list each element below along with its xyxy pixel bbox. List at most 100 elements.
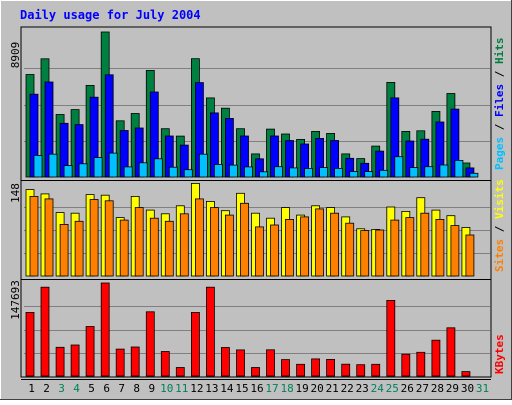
kbytes-bar-kbytes-day-23	[356, 364, 366, 377]
hits-bar-pages-day-24	[379, 169, 389, 178]
kbytes-panel-legend: KBytes	[493, 334, 506, 374]
visits-bar-sites-day-23	[360, 230, 370, 277]
visits-bar-sites-day-3	[59, 223, 69, 277]
kbytes-bar-kbytes-day-13	[205, 286, 215, 377]
visits-bar-sites-day-8	[134, 207, 144, 277]
visits-bar-sites-day-20	[315, 208, 325, 277]
kbytes-bar-kbytes-day-30	[461, 371, 471, 377]
x-tick-label-day-31: 31	[476, 382, 489, 395]
chart-title: Daily usage for July 2004	[20, 8, 201, 22]
visits-bar-sites-day-28	[435, 218, 445, 277]
x-tick-label-day-12: 12	[190, 382, 203, 395]
visits-bar-sites-day-11	[179, 213, 189, 277]
visits-bar-sites-day-18	[285, 218, 294, 277]
visits-bar-sites-day-6	[104, 200, 114, 277]
kbytes-bar-kbytes-day-20	[311, 358, 321, 377]
visits-bar-sites-day-9	[149, 217, 159, 277]
hits-bar-pages-day-19	[304, 168, 314, 178]
hits-bar-pages-day-2	[48, 153, 58, 178]
x-tick-label-day-13: 13	[205, 382, 218, 395]
kbytes-legend-text: KBytes	[493, 334, 506, 374]
kbytes-bar-kbytes-day-27	[416, 351, 426, 377]
visits-bar-sites-day-17	[270, 224, 279, 277]
kbytes-bar-kbytes-day-28	[431, 339, 441, 377]
kbytes-bar-kbytes-day-15	[236, 349, 245, 377]
visits-ymax-label: 148	[9, 183, 22, 203]
x-tick-label-day-3: 3	[58, 382, 65, 395]
hits-bar-pages-day-18	[289, 167, 298, 178]
hits-legend-separator: /	[493, 117, 506, 137]
hits-bar-pages-day-21	[334, 167, 344, 178]
kbytes-bar-kbytes-day-29	[446, 327, 456, 377]
kbytes-bar-kbytes-day-8	[130, 346, 140, 377]
x-tick-label-day-17: 17	[265, 382, 278, 395]
visits-bar-sites-day-14	[224, 214, 234, 277]
kbytes-ymax-label: 147693	[9, 280, 22, 320]
visits-bar-sites-day-19	[300, 216, 310, 277]
x-tick-label-day-22: 22	[341, 382, 354, 395]
x-tick-label-day-30: 30	[461, 382, 474, 395]
kbytes-bar-kbytes-day-26	[401, 353, 411, 377]
x-tick-label-day-10: 10	[160, 382, 173, 395]
x-tick-label-day-16: 16	[250, 382, 263, 395]
x-tick-label-day-5: 5	[88, 382, 95, 395]
hits-panel	[21, 31, 491, 181]
x-tick-label-day-18: 18	[280, 382, 293, 395]
visits-bar-sites-day-15	[240, 202, 249, 277]
hits-bar-pages-day-26	[409, 167, 419, 178]
x-tick-label-day-2: 2	[43, 382, 50, 395]
kbytes-bar-kbytes-day-22	[341, 363, 351, 377]
x-tick-label-day-23: 23	[356, 382, 369, 395]
hits-bar-pages-day-23	[364, 171, 374, 178]
legend-files: Files	[493, 84, 506, 117]
x-tick-label-day-6: 6	[103, 382, 110, 395]
visits-bar-sites-day-30	[465, 234, 475, 277]
visits-legend-text: Sites / Visits	[493, 179, 506, 272]
visits-bar-sites-day-1	[29, 195, 39, 277]
kbytes-panel	[21, 282, 491, 380]
kbytes-bar-kbytes-day-19	[296, 363, 306, 377]
visits-bar-sites-day-22	[345, 222, 355, 277]
kbytes-bar-kbytes-day-18	[281, 359, 290, 377]
x-tick-label-day-9: 9	[148, 382, 155, 395]
kbytes-bar-kbytes-day-5	[85, 326, 95, 377]
visits-bar-sites-day-27	[420, 212, 430, 277]
hits-bar-pages-day-3	[63, 165, 73, 178]
visits-bar-sites-day-4	[74, 220, 84, 277]
visits-panel	[21, 182, 491, 280]
visits-legend-separator: /	[493, 219, 506, 239]
x-tick-label-day-28: 28	[431, 382, 444, 395]
visits-bar-sites-day-29	[450, 225, 460, 277]
visits-bar-sites-day-12	[194, 198, 204, 277]
hits-bar-pages-day-30	[469, 172, 479, 178]
hits-legend-text: Pages / Files / Hits	[493, 38, 506, 171]
kbytes-bar-kbytes-day-9	[145, 311, 155, 377]
kbytes-bar-kbytes-day-7	[115, 348, 125, 377]
kbytes-bar-kbytes-day-16	[251, 367, 260, 377]
x-tick-label-day-15: 15	[235, 382, 248, 395]
kbytes-bar-kbytes-day-1	[25, 311, 35, 377]
hits-bar-pages-day-10	[168, 166, 178, 178]
x-tick-label-day-8: 8	[133, 382, 140, 395]
plot-area-frame	[20, 26, 492, 378]
hits-bar-pages-day-16	[259, 171, 268, 178]
kbytes-bar-kbytes-day-14	[220, 347, 230, 377]
visits-bar-sites-day-25	[390, 219, 400, 277]
hits-panel-legend: Pages / Files / Hits	[493, 38, 506, 171]
hits-bar-pages-day-22	[349, 171, 359, 178]
x-tick-label-day-26: 26	[401, 382, 414, 395]
legend-sites: Sites	[493, 239, 506, 272]
x-tick-label-day-21: 21	[326, 382, 339, 395]
hits-bar-pages-day-20	[319, 167, 329, 178]
hits-bar-pages-day-25	[394, 156, 404, 178]
kbytes-bar-kbytes-day-3	[55, 346, 65, 377]
kbytes-bar-kbytes-day-10	[160, 351, 170, 377]
visits-bar-sites-day-16	[255, 226, 264, 277]
hits-bar-pages-day-17	[274, 166, 283, 178]
kbytes-bar-kbytes-day-17	[266, 349, 275, 377]
kbytes-bar-kbytes-day-24	[371, 363, 381, 377]
x-axis-day-labels: 1 2 3 4 5 6 7 8 9 10 11 12 13 14 15 16 17 18 19 20 21 22 23 24 2…	[28, 382, 489, 395]
hits-bar-pages-day-13	[213, 164, 223, 178]
